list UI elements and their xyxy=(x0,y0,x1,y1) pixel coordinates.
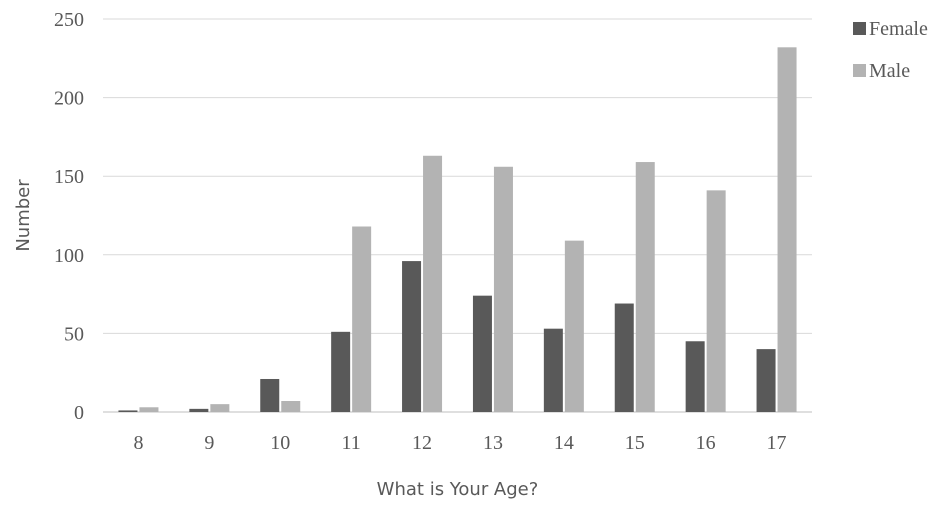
x-axis-title: What is Your Age? xyxy=(377,479,539,500)
bar-female-14 xyxy=(543,328,563,412)
bars xyxy=(118,47,797,413)
x-axis-ticks: 8 9 10 11 12 13 14 15 16 17 xyxy=(133,432,786,454)
x-tick-label: 8 xyxy=(133,432,143,454)
x-tick-label: 9 xyxy=(204,432,214,454)
bar-female-10 xyxy=(260,378,280,412)
bar-female-13 xyxy=(472,295,492,412)
legend-label-male: Male xyxy=(869,60,910,82)
bar-male-11 xyxy=(352,226,372,412)
legend: Female Male xyxy=(853,18,928,82)
y-axis-title: Number xyxy=(13,179,34,252)
x-tick-label: 10 xyxy=(270,432,290,454)
bar-male-8 xyxy=(139,407,159,412)
bar-female-15 xyxy=(614,303,634,412)
legend-swatch-male xyxy=(853,64,866,77)
bar-female-16 xyxy=(685,341,705,412)
bar-female-12 xyxy=(402,261,422,412)
bar-female-8 xyxy=(118,410,138,412)
bar-male-16 xyxy=(706,190,726,412)
x-tick-label: 16 xyxy=(696,432,716,454)
y-tick-label: 150 xyxy=(54,166,84,188)
bar-male-13 xyxy=(493,166,513,412)
x-tick-label: 12 xyxy=(412,432,432,454)
y-tick-label: 200 xyxy=(54,88,84,110)
x-tick-label: 13 xyxy=(483,432,503,454)
bar-female-11 xyxy=(331,331,351,412)
bar-male-14 xyxy=(564,240,584,412)
bar-female-9 xyxy=(189,408,209,412)
y-tick-label: 250 xyxy=(54,9,84,31)
bar-male-15 xyxy=(635,162,655,412)
bar-male-12 xyxy=(423,155,443,412)
y-tick-label: 50 xyxy=(64,323,84,345)
bar-male-10 xyxy=(281,400,301,412)
x-tick-label: 17 xyxy=(767,432,787,454)
legend-swatch-female xyxy=(853,22,866,35)
bar-female-17 xyxy=(756,349,776,412)
x-tick-label: 11 xyxy=(342,432,361,454)
y-axis-ticks: 0 50 100 150 200 250 xyxy=(54,9,84,424)
y-tick-label: 0 xyxy=(74,402,84,424)
x-tick-label: 15 xyxy=(625,432,645,454)
bar-male-9 xyxy=(210,404,230,412)
legend-label-female: Female xyxy=(869,18,928,40)
bar-male-17 xyxy=(777,47,797,413)
x-tick-label: 14 xyxy=(554,432,574,454)
y-tick-label: 100 xyxy=(54,245,84,267)
gridlines xyxy=(103,18,812,334)
